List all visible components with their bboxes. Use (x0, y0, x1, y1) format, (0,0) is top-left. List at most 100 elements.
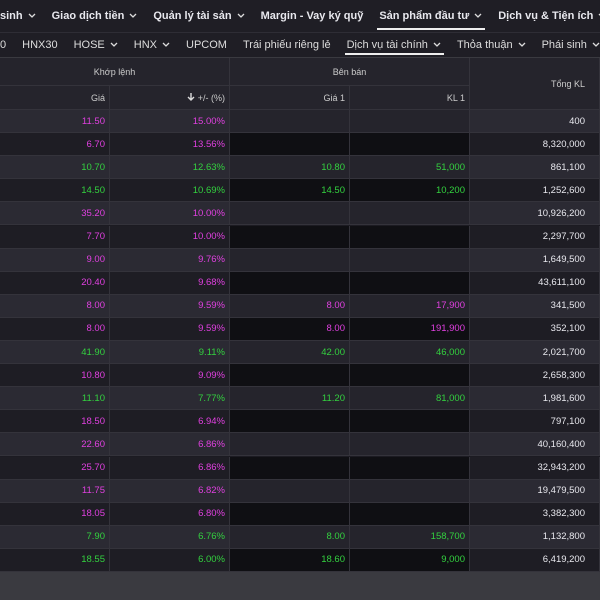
table-cell (230, 433, 350, 457)
table-cell: 11.75 (0, 479, 110, 503)
table-cell: 9.59% (110, 294, 230, 318)
nav-label: Trái phiếu riêng lẻ (242, 39, 331, 51)
column-header[interactable]: KL 1 (350, 86, 470, 110)
table-cell: 8.00 (230, 525, 350, 549)
table-cell: 9.59% (110, 317, 230, 341)
table-cell (350, 456, 470, 480)
price-table: Khớp lệnh Bên bán Tổng KL Giá +/- (%) Giá 1 KL… (0, 58, 600, 572)
sort-arrow (187, 93, 195, 101)
nav-item[interactable]: sinh (0, 0, 43, 32)
nav-item[interactable]: Margin - Vay ký quỹ (252, 0, 371, 32)
nav-label: Dịch vụ & Tiện ích (498, 10, 594, 22)
table-cell: 41.90 (0, 341, 110, 364)
table-cell: 6.86% (110, 433, 230, 457)
primary-nav: sinh Giao dịch tiền Quản lý tài sản Margin … (0, 0, 600, 33)
table-cell (230, 202, 350, 226)
nav-item[interactable]: HNX30 (13, 33, 64, 57)
table-cell (230, 410, 350, 434)
nav-label: UPCOM (186, 39, 227, 51)
table-cell: 6.00% (110, 548, 230, 572)
table-cell: 9.11% (110, 341, 230, 364)
nav-item[interactable]: 0 (0, 33, 13, 57)
table-cell: 400 (470, 110, 600, 133)
nav-item[interactable]: Sản phẩm đầu tư (370, 0, 489, 32)
nav-label: Quản lý tài sản (153, 10, 232, 22)
table-cell: 7.77% (110, 387, 230, 411)
table-cell: 9.09% (110, 364, 230, 388)
nav-item[interactable]: Dịch vụ & Tiện ích (489, 0, 600, 32)
table-cell: 6.80% (110, 502, 230, 526)
table-cell: 10.69% (110, 179, 230, 203)
table-cell (230, 502, 350, 526)
nav-item[interactable]: Giao dịch tiền (43, 0, 145, 32)
secondary-nav: 0 HNX30 HOSE HNX UPCOM Trái phiếu riêng lẻ Dịc… (0, 33, 600, 57)
table-cell: 25.70 (0, 456, 110, 480)
table-cell: 51,000 (350, 156, 470, 180)
table-cell: 8,320,000 (470, 133, 600, 157)
table-cell: 12.63% (110, 156, 230, 180)
table-cell (230, 225, 350, 249)
nav-label: Dịch vụ tài chính (346, 39, 428, 51)
table-cell: 191,900 (350, 317, 470, 341)
group-header: Khớp lệnh (0, 58, 230, 86)
chevron (474, 13, 482, 18)
group-header: Bên bán (230, 58, 470, 86)
table-cell: 43,611,100 (470, 271, 600, 295)
table-cell: 11.50 (0, 110, 110, 133)
table-cell: 9.00 (0, 248, 110, 272)
table-cell (350, 271, 470, 295)
table-cell: 1,252,600 (470, 179, 600, 203)
table-cell (350, 202, 470, 226)
table-cell (350, 225, 470, 249)
nav-item[interactable]: Trái phiếu riêng lẻ (234, 33, 338, 57)
table-cell: 7.90 (0, 525, 110, 549)
chevron (162, 42, 170, 47)
table-cell (230, 364, 350, 388)
table-cell: 8.00 (0, 317, 110, 341)
nav-item[interactable]: Dịch vụ tài chính (338, 33, 448, 57)
chevron (518, 42, 526, 47)
table-cell (350, 364, 470, 388)
table-cell: 8.00 (230, 294, 350, 318)
column-header[interactable]: Giá 1 (230, 86, 350, 110)
table-cell: 10,200 (350, 179, 470, 203)
table-cell: 22.60 (0, 433, 110, 457)
table-cell: 20.40 (0, 271, 110, 295)
table-cell: 6.82% (110, 479, 230, 503)
table-cell (350, 479, 470, 503)
nav-item[interactable]: HNX (125, 33, 177, 57)
nav-label: HNX (133, 39, 158, 51)
nav-label: Phái sinh (541, 39, 587, 51)
table-cell: 3,382,300 (470, 502, 600, 526)
nav-label: Sản phẩm đầu tư (379, 10, 470, 22)
column-header[interactable]: Giá (0, 86, 110, 110)
table-cell: 6.86% (110, 456, 230, 480)
table-cell: 341,500 (470, 294, 600, 318)
table-cell: 10.80 (230, 156, 350, 180)
table-cell: 11.20 (230, 387, 350, 411)
nav-item[interactable]: Thỏa thuận (448, 33, 533, 57)
table-cell: 6,419,200 (470, 548, 600, 572)
nav-label: Margin - Vay ký quỹ (260, 10, 364, 22)
table-cell: 2,297,700 (470, 225, 600, 249)
table-cell: 10.00% (110, 202, 230, 226)
nav-item[interactable]: Phái sinh (533, 33, 600, 57)
table-cell: 8.00 (0, 294, 110, 318)
table-cell: 13.56% (110, 133, 230, 157)
column-header[interactable]: +/- (%) (110, 86, 230, 110)
table-cell: 10,926,200 (470, 202, 600, 226)
chevron (28, 13, 36, 18)
nav-item[interactable]: UPCOM (177, 33, 234, 57)
table-cell: 8.00 (230, 317, 350, 341)
table-cell (350, 133, 470, 157)
table-cell (350, 502, 470, 526)
nav-item[interactable]: HOSE (65, 33, 125, 57)
table-cell: 797,100 (470, 410, 600, 434)
nav-item[interactable]: Quản lý tài sản (144, 0, 251, 32)
table-cell: 46,000 (350, 341, 470, 364)
table-cell: 18.60 (230, 548, 350, 572)
table-cell (230, 110, 350, 133)
nav-label: sinh (0, 10, 23, 22)
table-cell: 18.50 (0, 410, 110, 434)
